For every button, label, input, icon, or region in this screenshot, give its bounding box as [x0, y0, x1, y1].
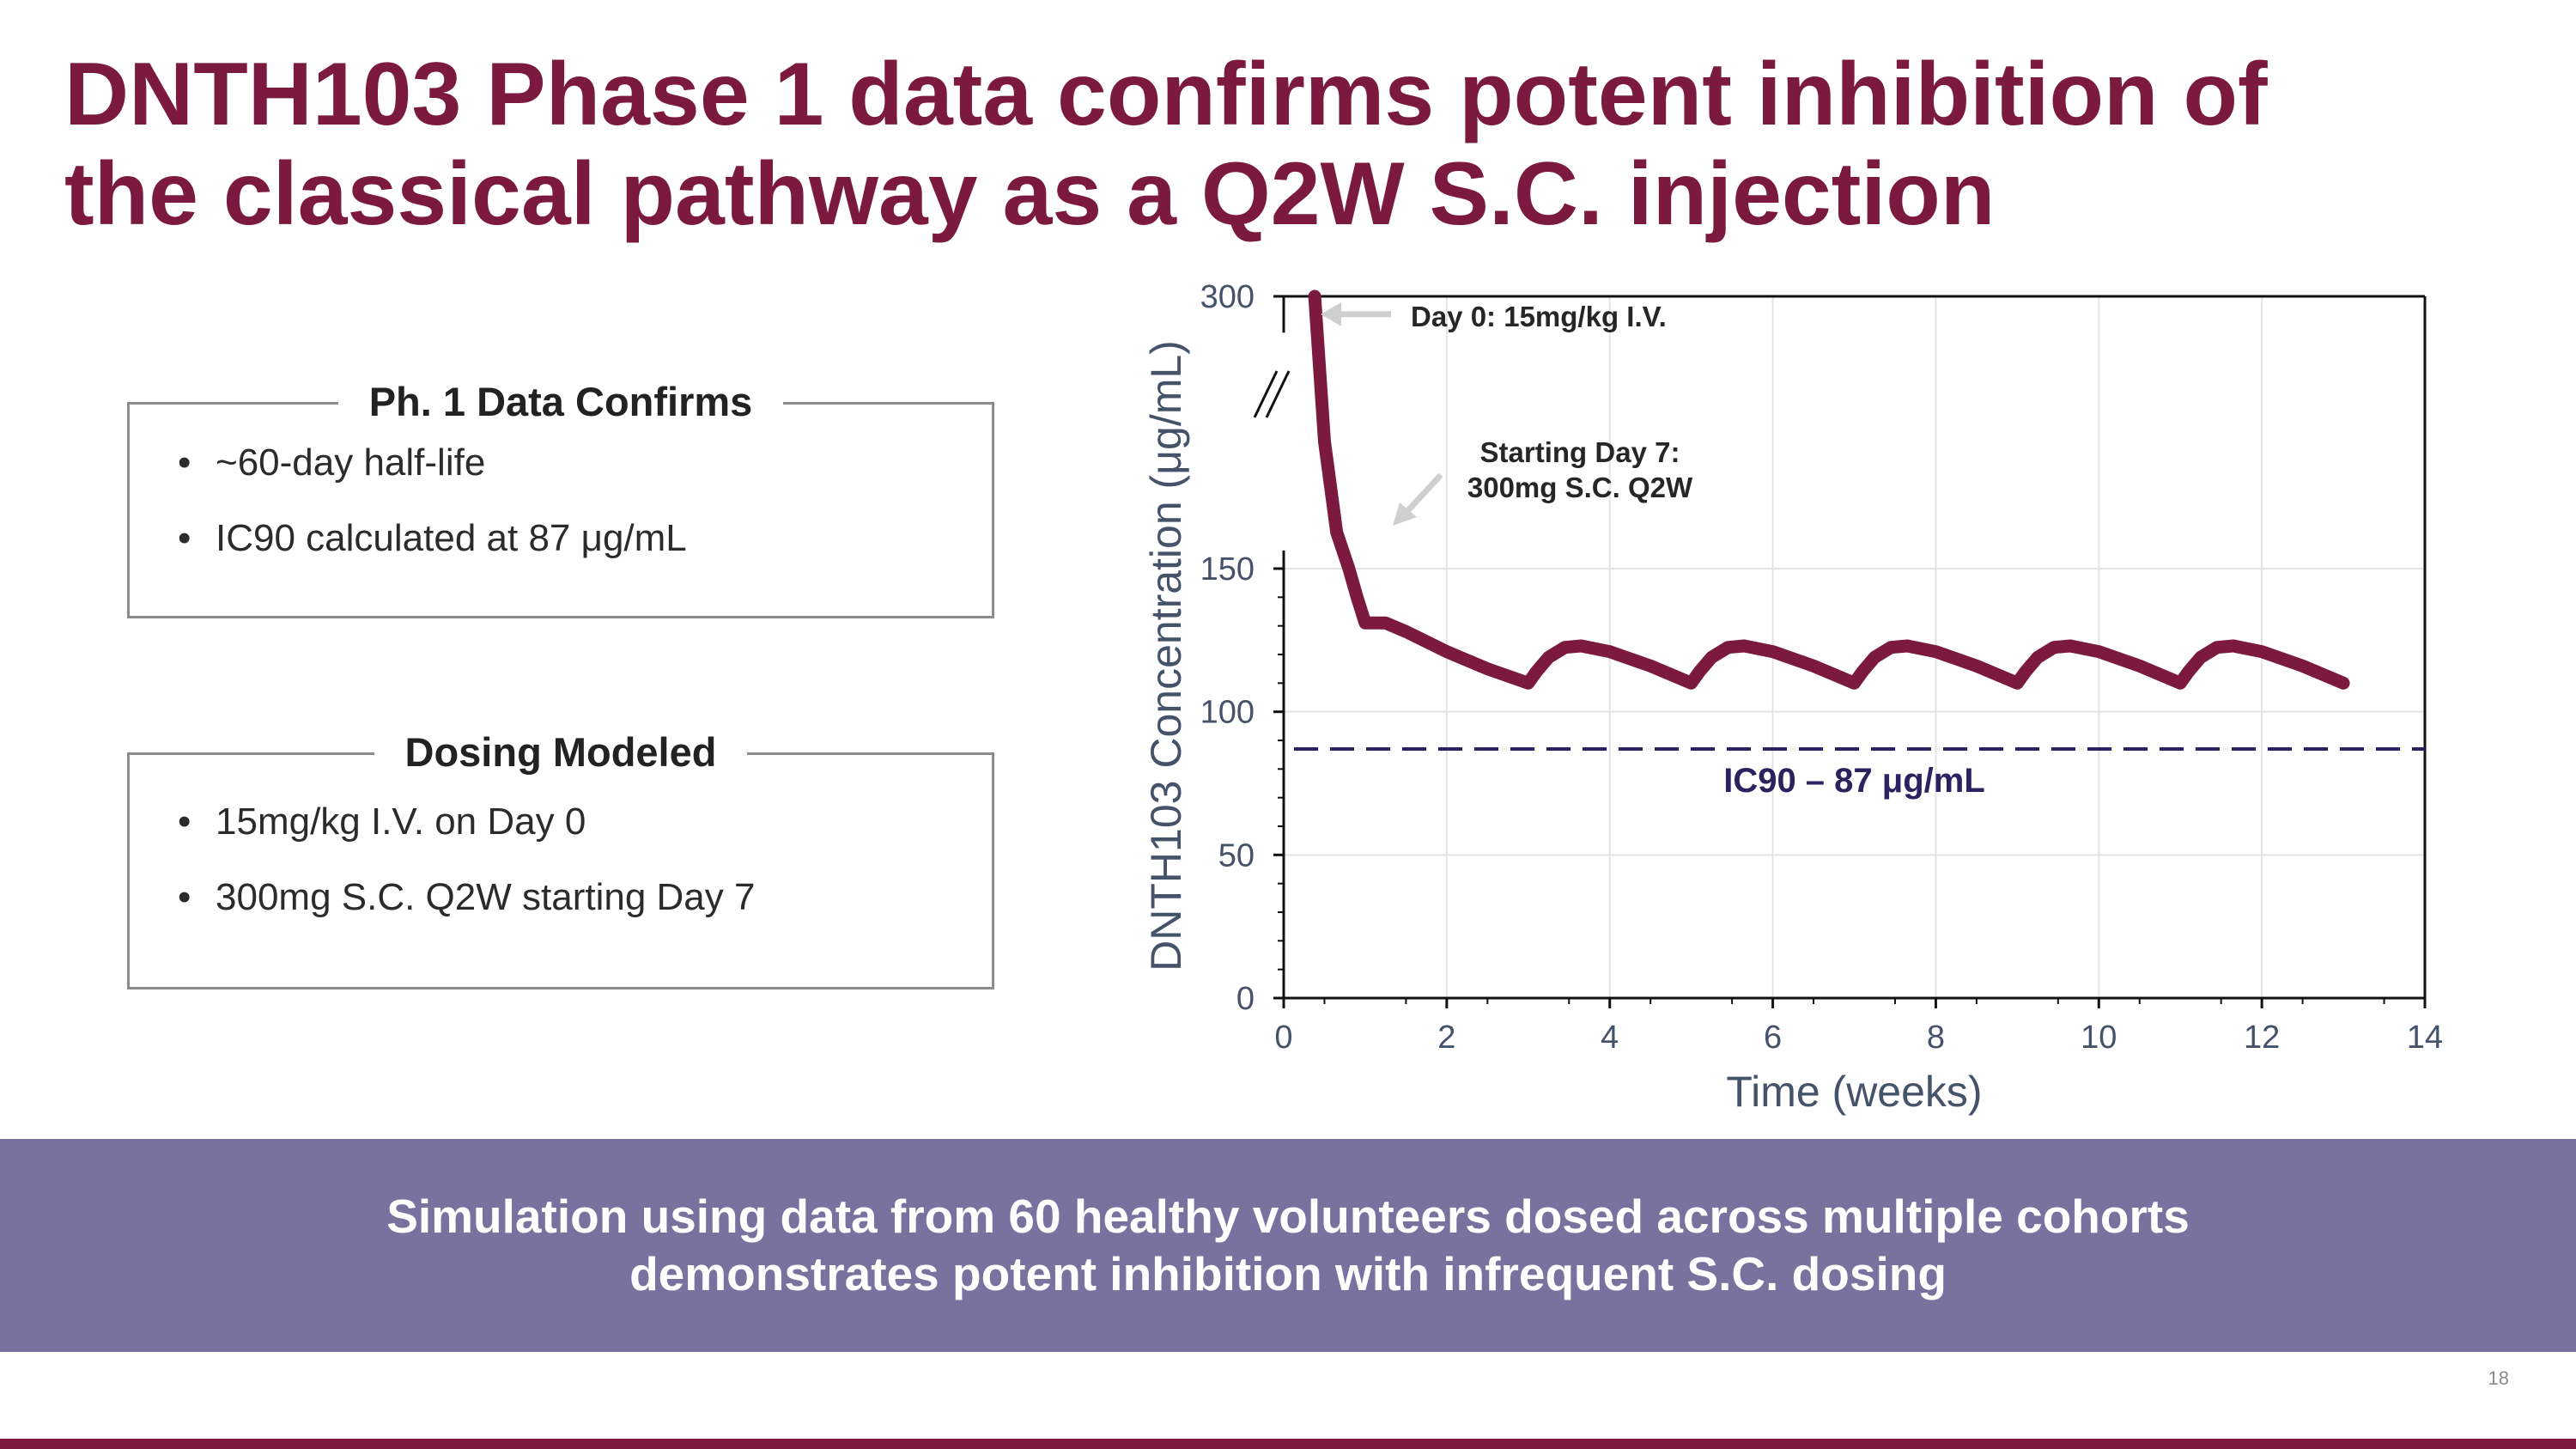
annotation-day7-line1: Starting Day 7:	[1480, 436, 1680, 468]
bottom-accent-bar	[0, 1439, 2576, 1449]
list-item: IC90 calculated at 87 μg/mL	[178, 516, 687, 561]
x-tick-label: 8	[1927, 1020, 1945, 1056]
summary-banner: Simulation using data from 60 healthy vo…	[0, 1139, 2576, 1352]
x-tick-label: 14	[2407, 1020, 2443, 1056]
dosing-modeled-heading: Dosing Modeled	[374, 729, 748, 775]
banner-line-2: demonstrates potent inhibition with infr…	[629, 1247, 1947, 1300]
slide-title: DNTH103 Phase 1 data confirms potent inh…	[64, 45, 2469, 244]
y-tick-label: 50	[1218, 837, 1255, 874]
list-item: ~60-day half-life	[178, 441, 687, 485]
annotation-layer: Day 0: 15mg/kg I.V. Starting Day 7: 300mg …	[1321, 301, 1693, 526]
concentration-curve	[1308, 289, 2350, 690]
x-tick-label: 2	[1437, 1020, 1455, 1056]
annotation-arrow-head	[1321, 301, 1341, 326]
chart-ticks: 0 2 4 6 8 10 12 14 0 50 100 150 300	[1200, 279, 2444, 1056]
threshold-layer: IC90 – 87 μg/mL	[1294, 747, 2425, 800]
x-tick-label: 4	[1601, 1020, 1619, 1056]
annotation-day0: Day 0: 15mg/kg I.V.	[1411, 301, 1667, 332]
y-tick-label: 150	[1200, 551, 1255, 588]
y-tick-label: 0	[1236, 981, 1255, 1017]
list-item: 300mg S.C. Q2W starting Day 7	[178, 875, 755, 920]
annotation-arrow-shaft	[1406, 472, 1443, 513]
banner-line-1: Simulation using data from 60 healthy vo…	[386, 1190, 2190, 1243]
x-axis-label: Time (weeks)	[1726, 1068, 1982, 1116]
ph1-data-confirms-list: ~60-day half-life IC90 calculated at 87 …	[178, 441, 687, 592]
curve-layer	[1308, 289, 2350, 690]
y-tick-label: 100	[1200, 695, 1255, 731]
annotation-day7-line2: 300mg S.C. Q2W	[1467, 472, 1693, 503]
list-item: 15mg/kg I.V. on Day 0	[178, 800, 755, 844]
axis-break-mark	[1265, 370, 1291, 418]
x-tick-label: 6	[1764, 1020, 1782, 1056]
x-tick-label: 0	[1274, 1020, 1292, 1056]
page-number: 18	[2488, 1367, 2509, 1389]
x-tick-label: 12	[2244, 1020, 2280, 1056]
ic90-threshold-label: IC90 – 87 μg/mL	[1723, 762, 1985, 800]
slide-title-line-1: DNTH103 Phase 1 data confirms potent inh…	[64, 45, 2268, 144]
y-tick-label: 300	[1200, 279, 1255, 315]
annotation-arrow-head	[1393, 502, 1417, 526]
y-axis-label: DNTH103 Concentration (μg/mL)	[1142, 340, 1190, 971]
slide-title-line-2: the classical pathway as a Q2W S.C. inje…	[64, 144, 1996, 244]
axis-break-mark	[1253, 370, 1279, 418]
dosing-modeled-list: 15mg/kg I.V. on Day 0 300mg S.C. Q2W sta…	[178, 800, 755, 951]
ph1-data-confirms-box: Ph. 1 Data Confirms ~60-day half-life IC…	[127, 379, 994, 618]
x-tick-label: 10	[2081, 1020, 2117, 1056]
dosing-modeled-box: Dosing Modeled 15mg/kg I.V. on Day 0 300…	[127, 729, 994, 989]
ph1-data-confirms-heading: Ph. 1 Data Confirms	[337, 379, 784, 424]
